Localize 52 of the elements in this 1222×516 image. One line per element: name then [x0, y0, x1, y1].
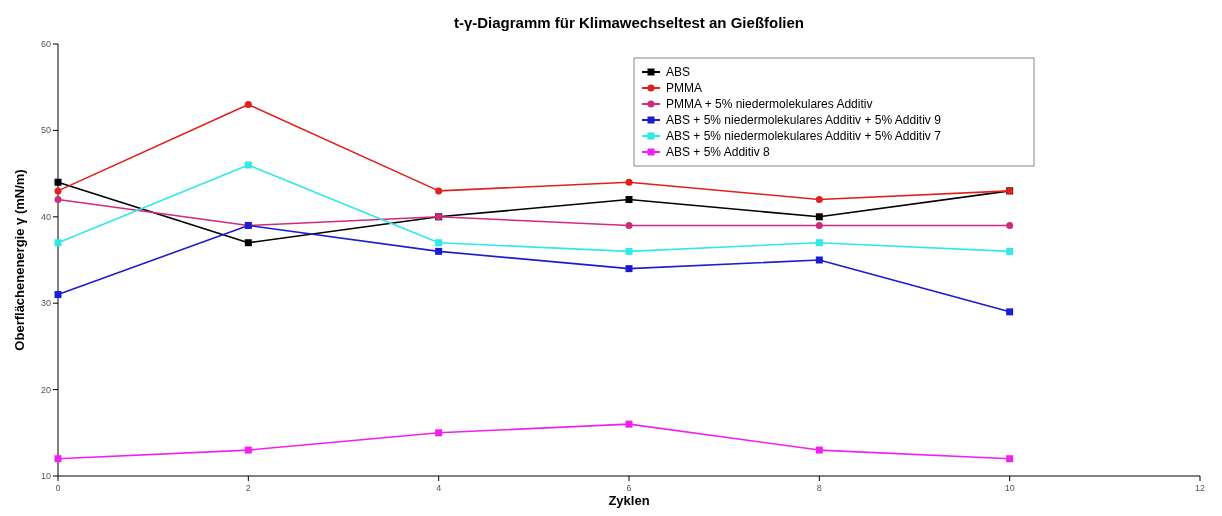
point [1006, 221, 1014, 229]
point [1006, 455, 1014, 463]
point [815, 446, 823, 454]
point [54, 178, 62, 186]
point [815, 196, 823, 204]
y-tick-label: 50 [40, 125, 51, 136]
y-axis-title: Oberflächenenergie γ (mN/m) [12, 169, 27, 351]
point [54, 196, 62, 204]
point [815, 256, 823, 264]
point [244, 100, 252, 108]
point [625, 178, 633, 186]
legend-label: ABS + 5% niedermolekulares Additiv + 5% Additiv 9 [666, 113, 942, 127]
point [815, 221, 823, 229]
y-tick-label: 10 [40, 471, 51, 481]
y-tick-label: 30 [40, 298, 51, 309]
point [54, 455, 62, 463]
point [625, 420, 633, 428]
point [244, 239, 252, 247]
legend-label: ABS + 5% Additiv 8 [666, 145, 771, 159]
x-tick-label: 2 [245, 483, 251, 493]
point [625, 247, 633, 255]
point [1006, 247, 1014, 255]
point [625, 221, 633, 229]
point [625, 196, 633, 204]
point [435, 429, 443, 437]
x-tick-label: 6 [626, 483, 632, 493]
chart-title: t-γ-Diagramm für Klimawechseltest an Gießfolien [453, 14, 805, 31]
point [435, 239, 443, 247]
point [435, 187, 443, 195]
x-tick-label: 8 [816, 483, 822, 493]
legend-label: PMMA + 5% niedermolekulares Additiv [666, 97, 873, 111]
point [54, 187, 62, 195]
y-tick-label: 20 [40, 384, 51, 395]
x-tick-label: 4 [436, 483, 442, 493]
point [54, 291, 62, 299]
point [244, 161, 252, 169]
legend-label: ABS [666, 65, 691, 79]
point [815, 239, 823, 247]
point [1006, 308, 1014, 316]
legend-label: ABS + 5% niedermolekulares Additiv + 5% Additiv 7 [666, 129, 942, 143]
legend-label: PMMA [666, 81, 702, 95]
point [54, 239, 62, 247]
point [815, 213, 823, 221]
x-tick-label: 0 [55, 483, 61, 493]
point [244, 446, 252, 454]
y-tick-label: 40 [40, 211, 51, 222]
point [625, 265, 633, 273]
x-tick-label: 10 [1004, 483, 1015, 493]
x-axis-title: Zyklen [608, 493, 650, 508]
y-tick-label: 60 [40, 39, 51, 49]
point [435, 247, 443, 255]
x-tick-label: 12 [1194, 483, 1206, 493]
